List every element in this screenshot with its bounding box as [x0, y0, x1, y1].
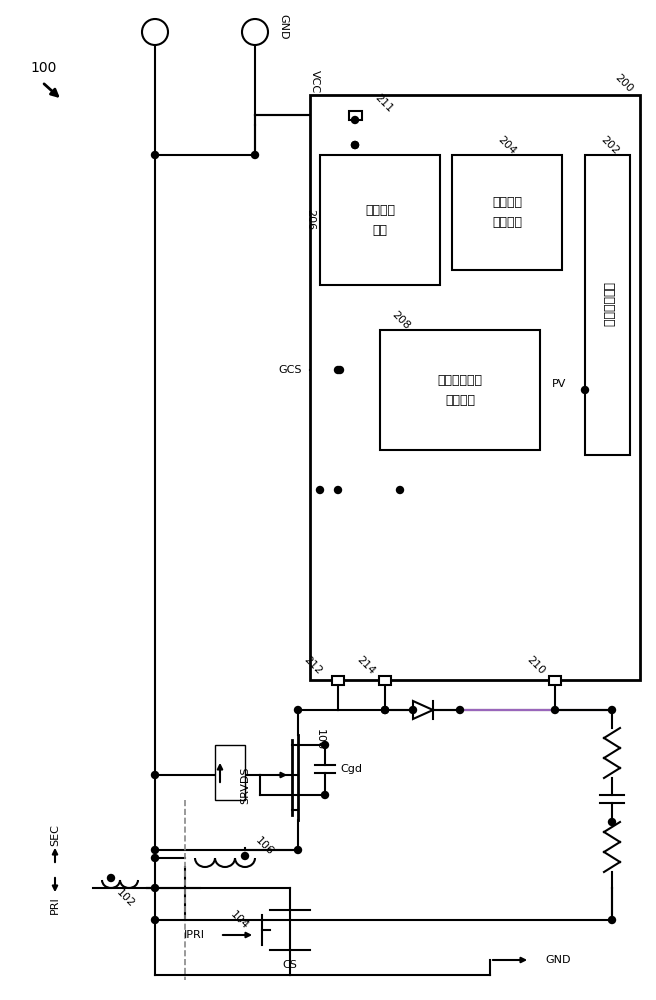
Bar: [348, 110, 361, 119]
Text: 211: 211: [373, 92, 395, 114]
Circle shape: [396, 487, 403, 493]
Text: SRVDS: SRVDS: [240, 766, 250, 804]
Circle shape: [335, 366, 342, 373]
Bar: [585, 155, 630, 455]
Circle shape: [352, 141, 358, 148]
Circle shape: [241, 852, 249, 859]
Bar: [320, 155, 440, 285]
Text: 214: 214: [355, 654, 377, 676]
Text: PRI: PRI: [50, 896, 60, 914]
Text: 206: 206: [305, 209, 315, 231]
Text: GCS: GCS: [279, 365, 302, 375]
Bar: [379, 676, 391, 684]
Circle shape: [609, 818, 615, 826]
Circle shape: [152, 916, 159, 924]
Bar: [215, 745, 245, 800]
Text: VCC: VCC: [310, 70, 320, 94]
Circle shape: [352, 116, 358, 123]
Circle shape: [382, 706, 388, 714]
Circle shape: [552, 706, 558, 714]
Text: 104: 104: [228, 909, 250, 931]
Text: 210: 210: [525, 654, 547, 676]
Circle shape: [581, 386, 588, 393]
Circle shape: [609, 706, 615, 714]
Text: 108: 108: [315, 729, 325, 751]
Text: 100: 100: [30, 61, 56, 75]
Bar: [310, 95, 640, 680]
Text: PV: PV: [552, 379, 566, 389]
Circle shape: [152, 772, 159, 778]
Text: 单元: 单元: [373, 224, 388, 236]
Circle shape: [242, 19, 268, 45]
Text: 106: 106: [253, 835, 275, 857]
Circle shape: [295, 706, 302, 714]
Circle shape: [251, 151, 258, 158]
Circle shape: [316, 487, 323, 493]
Circle shape: [142, 19, 168, 45]
Text: 抑制单元: 抑制单元: [445, 393, 475, 406]
Circle shape: [152, 884, 159, 892]
Circle shape: [295, 846, 302, 854]
Text: 控制单元: 控制单元: [492, 216, 522, 229]
Circle shape: [152, 854, 159, 861]
Circle shape: [335, 487, 342, 493]
Circle shape: [409, 706, 417, 714]
Text: 202: 202: [598, 134, 621, 156]
Text: 208: 208: [390, 309, 412, 331]
Bar: [452, 155, 562, 270]
Circle shape: [457, 706, 464, 714]
Text: GND: GND: [545, 955, 571, 965]
Text: SEC: SEC: [50, 824, 60, 846]
Text: Cgd: Cgd: [340, 764, 362, 774]
Circle shape: [609, 916, 615, 924]
Text: 电压限制单元: 电压限制单元: [601, 282, 614, 328]
Polygon shape: [413, 701, 433, 719]
Text: 212: 212: [302, 654, 324, 676]
Text: 204: 204: [496, 134, 518, 156]
Circle shape: [152, 846, 159, 854]
Text: 栊极驱动: 栊极驱动: [365, 204, 395, 217]
Text: 102: 102: [114, 887, 136, 909]
Circle shape: [152, 151, 159, 158]
Bar: [380, 330, 540, 450]
Text: GND: GND: [278, 14, 288, 40]
Bar: [549, 676, 561, 684]
Bar: [332, 676, 344, 684]
Circle shape: [321, 742, 329, 748]
Text: CS: CS: [283, 960, 297, 970]
Circle shape: [108, 874, 115, 882]
Circle shape: [321, 792, 329, 798]
Text: IPRI: IPRI: [184, 930, 205, 940]
Circle shape: [382, 706, 388, 714]
Circle shape: [352, 141, 358, 148]
Circle shape: [337, 366, 344, 373]
Text: 栊极耦合效应: 栊极耦合效应: [438, 373, 483, 386]
Text: 200: 200: [613, 72, 635, 94]
Text: 空挡时间: 空挡时间: [492, 196, 522, 209]
